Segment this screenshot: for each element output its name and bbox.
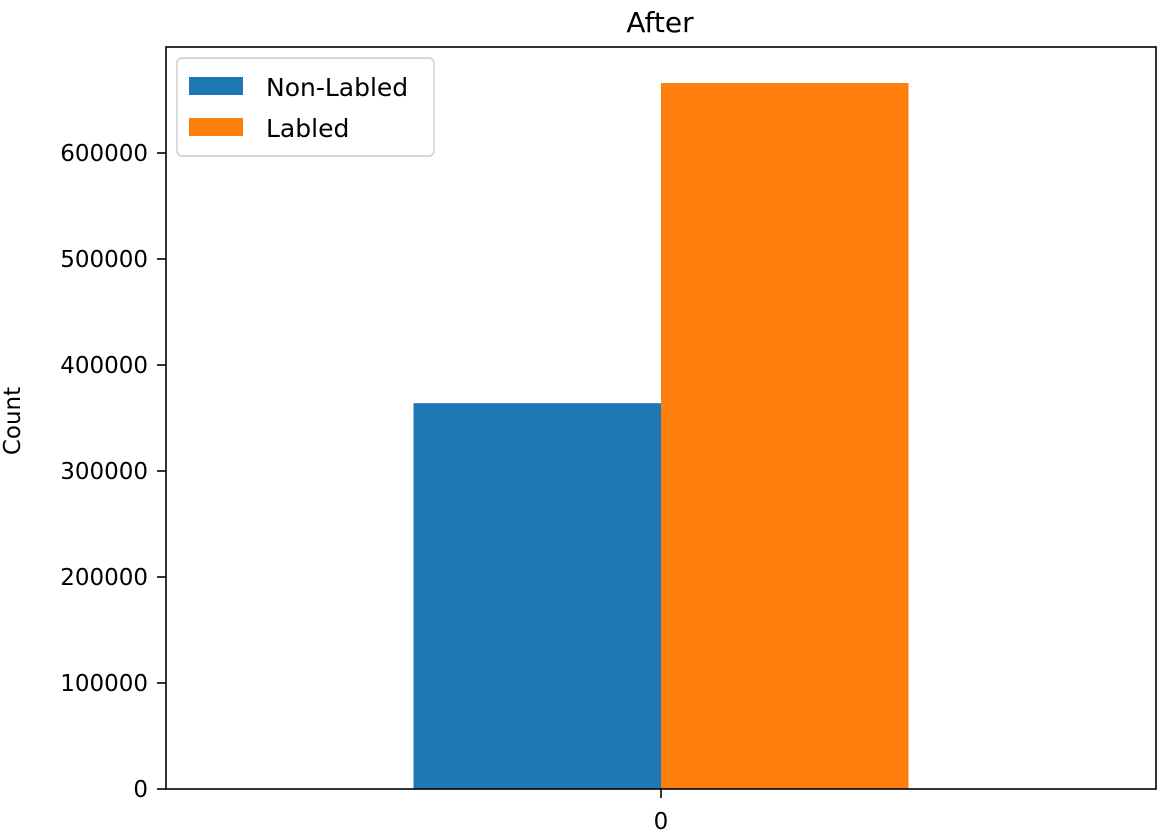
y-tick-label: 100000 (60, 671, 148, 697)
y-axis-label: Count (0, 387, 26, 455)
y-tick-label: 0 (133, 777, 148, 803)
legend-swatch-non-labled (189, 77, 243, 95)
y-tick-label: 200000 (60, 565, 148, 591)
x-axis-ticks: 0 (654, 789, 669, 835)
plot-frame (165, 46, 1157, 790)
y-tick-label: 500000 (60, 247, 148, 273)
bar-labled-0 (661, 83, 909, 790)
legend-label-non-labled: Non-Labled (266, 73, 408, 102)
legend-swatch-labled (189, 118, 243, 136)
y-tick-label: 600000 (60, 141, 148, 167)
bars-group (413, 83, 909, 790)
bar-non-labled-0 (413, 403, 661, 789)
x-tick-label: 0 (654, 809, 669, 835)
y-tick-label: 400000 (60, 353, 148, 379)
chart-title: After (626, 6, 694, 39)
y-axis-ticks: 0 100000 200000 300000 400000 500000 600000 (60, 141, 166, 803)
legend: Non-Labled Labled (176, 57, 435, 157)
legend-label-labled: Labled (266, 114, 349, 143)
y-tick-label: 300000 (60, 459, 148, 485)
